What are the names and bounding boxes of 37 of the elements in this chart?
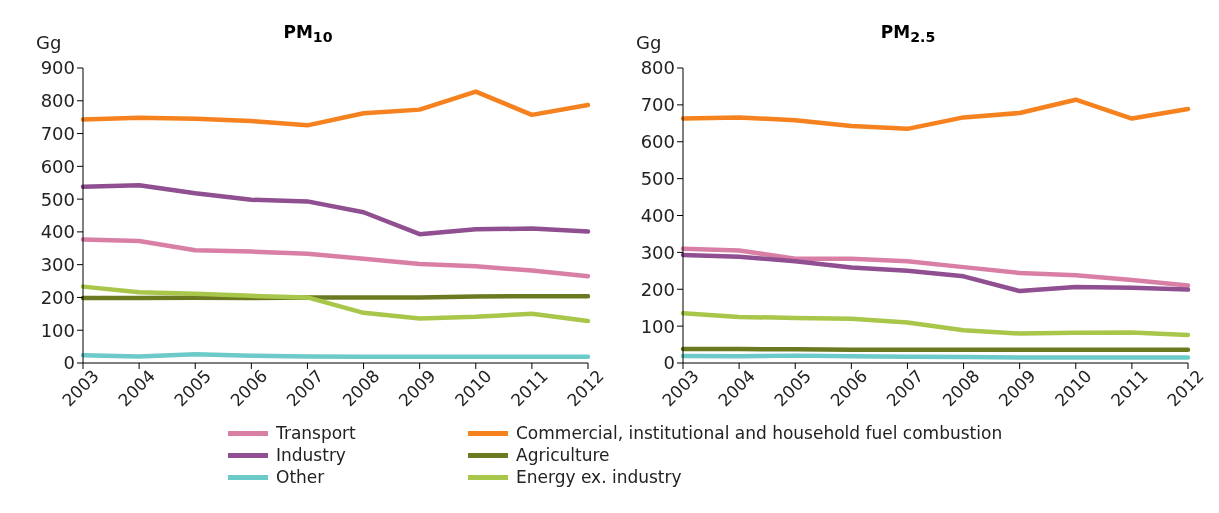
y-tick-label: 100	[40, 319, 75, 341]
y-tick-label: 300	[40, 254, 75, 276]
y-tick-label: 900	[40, 57, 75, 79]
y-tick-label: 400	[40, 221, 75, 243]
y-tick-label: 800	[40, 90, 75, 112]
line-series	[680, 252, 1191, 294]
line-series	[80, 237, 591, 279]
line-series	[80, 183, 591, 237]
legend-label: Industry	[276, 445, 346, 465]
y-tick-label: 300	[640, 241, 675, 263]
y-axis-title: Gg	[36, 32, 62, 53]
y-tick-label: 0	[663, 352, 675, 374]
legend-label: Transport	[276, 423, 356, 443]
y-tick-label: 200	[40, 286, 75, 308]
legend-label: Other	[276, 467, 325, 487]
y-tick-label: 200	[640, 278, 675, 300]
legend-label: Agriculture	[516, 445, 610, 465]
line-series	[680, 97, 1191, 132]
y-tick-label: 0	[63, 352, 75, 374]
y-tick-label: 100	[640, 315, 675, 337]
line-series	[80, 89, 591, 128]
y-tick-label: 500	[40, 188, 75, 210]
line-series	[80, 284, 591, 324]
y-tick-label: 700	[640, 94, 675, 116]
line-series	[680, 310, 1191, 338]
y-tick-label: 600	[640, 131, 675, 153]
legend-label: Energy ex. industry	[516, 467, 682, 487]
chart-title: PM$_{10}$	[283, 22, 333, 46]
y-tick-label: 400	[640, 204, 675, 226]
line-series	[680, 246, 1191, 288]
y-tick-label: 700	[40, 122, 75, 144]
y-tick-label: 600	[40, 155, 75, 177]
y-tick-label: 500	[640, 168, 675, 190]
y-tick-label: 800	[640, 57, 675, 79]
y-axis-title: Gg	[636, 32, 662, 53]
chart-title: PM$_{2.5}$	[880, 22, 936, 46]
legend-label: Commercial, institutional and household fuel combustion	[516, 423, 1003, 443]
